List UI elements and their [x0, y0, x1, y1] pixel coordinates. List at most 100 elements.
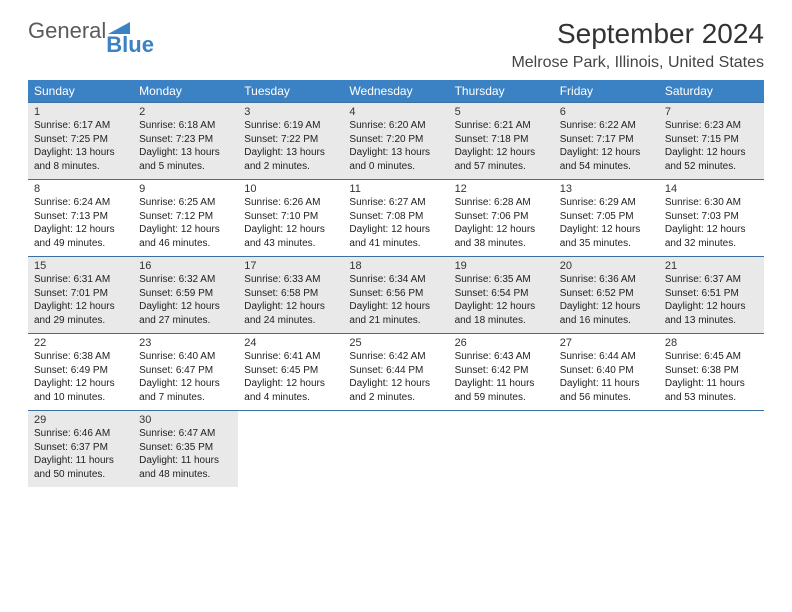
- calendar-cell: 11Sunrise: 6:27 AMSunset: 7:08 PMDayligh…: [343, 180, 448, 257]
- sunrise-line: Sunrise: 6:20 AM: [349, 119, 442, 133]
- sunset-line: Sunset: 6:58 PM: [244, 287, 337, 301]
- day-number: 21: [665, 260, 758, 272]
- day-number: 29: [34, 414, 127, 426]
- day-header: Monday: [133, 80, 238, 103]
- day-number: 30: [139, 414, 232, 426]
- sunset-line: Sunset: 6:59 PM: [139, 287, 232, 301]
- sunrise-line: Sunrise: 6:42 AM: [349, 350, 442, 364]
- calendar-cell: 19Sunrise: 6:35 AMSunset: 6:54 PMDayligh…: [449, 257, 554, 334]
- daylight-line: Daylight: 13 hours and 0 minutes.: [349, 146, 442, 173]
- daylight-line: Daylight: 11 hours and 50 minutes.: [34, 454, 127, 481]
- day-number: 9: [139, 183, 232, 195]
- calendar-cell: [343, 411, 448, 488]
- sunrise-line: Sunrise: 6:25 AM: [139, 196, 232, 210]
- calendar-cell: 22Sunrise: 6:38 AMSunset: 6:49 PMDayligh…: [28, 334, 133, 411]
- sunset-line: Sunset: 6:44 PM: [349, 364, 442, 378]
- calendar-cell: 13Sunrise: 6:29 AMSunset: 7:05 PMDayligh…: [554, 180, 659, 257]
- day-number: 18: [349, 260, 442, 272]
- daylight-line: Daylight: 12 hours and 54 minutes.: [560, 146, 653, 173]
- daylight-line: Daylight: 12 hours and 7 minutes.: [139, 377, 232, 404]
- sunrise-line: Sunrise: 6:38 AM: [34, 350, 127, 364]
- day-number: 1: [34, 106, 127, 118]
- daylight-line: Daylight: 12 hours and 18 minutes.: [455, 300, 548, 327]
- sunrise-line: Sunrise: 6:18 AM: [139, 119, 232, 133]
- sunset-line: Sunset: 7:13 PM: [34, 210, 127, 224]
- day-header: Tuesday: [238, 80, 343, 103]
- sunset-line: Sunset: 7:01 PM: [34, 287, 127, 301]
- calendar-cell: 2Sunrise: 6:18 AMSunset: 7:23 PMDaylight…: [133, 103, 238, 180]
- day-number: 25: [349, 337, 442, 349]
- sunset-line: Sunset: 6:42 PM: [455, 364, 548, 378]
- sunrise-line: Sunrise: 6:27 AM: [349, 196, 442, 210]
- day-number: 13: [560, 183, 653, 195]
- sunrise-line: Sunrise: 6:17 AM: [34, 119, 127, 133]
- daylight-line: Daylight: 13 hours and 2 minutes.: [244, 146, 337, 173]
- day-number: 5: [455, 106, 548, 118]
- sunset-line: Sunset: 7:08 PM: [349, 210, 442, 224]
- daylight-line: Daylight: 12 hours and 13 minutes.: [665, 300, 758, 327]
- sunset-line: Sunset: 7:06 PM: [455, 210, 548, 224]
- sunset-line: Sunset: 6:38 PM: [665, 364, 758, 378]
- sunrise-line: Sunrise: 6:28 AM: [455, 196, 548, 210]
- day-header: Saturday: [659, 80, 764, 103]
- sunset-line: Sunset: 6:49 PM: [34, 364, 127, 378]
- calendar-cell: 30Sunrise: 6:47 AMSunset: 6:35 PMDayligh…: [133, 411, 238, 488]
- sunrise-line: Sunrise: 6:36 AM: [560, 273, 653, 287]
- calendar-cell: 28Sunrise: 6:45 AMSunset: 6:38 PMDayligh…: [659, 334, 764, 411]
- daylight-line: Daylight: 12 hours and 35 minutes.: [560, 223, 653, 250]
- calendar-row: 29Sunrise: 6:46 AMSunset: 6:37 PMDayligh…: [28, 411, 764, 488]
- daylight-line: Daylight: 12 hours and 4 minutes.: [244, 377, 337, 404]
- location-subtitle: Melrose Park, Illinois, United States: [511, 54, 764, 72]
- calendar-cell: 27Sunrise: 6:44 AMSunset: 6:40 PMDayligh…: [554, 334, 659, 411]
- day-number: 2: [139, 106, 232, 118]
- day-header-row: Sunday Monday Tuesday Wednesday Thursday…: [28, 80, 764, 103]
- daylight-line: Daylight: 12 hours and 41 minutes.: [349, 223, 442, 250]
- sunrise-line: Sunrise: 6:24 AM: [34, 196, 127, 210]
- sunrise-line: Sunrise: 6:19 AM: [244, 119, 337, 133]
- sunset-line: Sunset: 7:22 PM: [244, 133, 337, 147]
- day-number: 26: [455, 337, 548, 349]
- page-title: September 2024: [511, 18, 764, 50]
- calendar-cell: [659, 411, 764, 488]
- calendar-row: 22Sunrise: 6:38 AMSunset: 6:49 PMDayligh…: [28, 334, 764, 411]
- sunset-line: Sunset: 7:10 PM: [244, 210, 337, 224]
- day-number: 24: [244, 337, 337, 349]
- daylight-line: Daylight: 13 hours and 5 minutes.: [139, 146, 232, 173]
- calendar-cell: 18Sunrise: 6:34 AMSunset: 6:56 PMDayligh…: [343, 257, 448, 334]
- calendar-cell: 6Sunrise: 6:22 AMSunset: 7:17 PMDaylight…: [554, 103, 659, 180]
- day-number: 6: [560, 106, 653, 118]
- sunrise-line: Sunrise: 6:31 AM: [34, 273, 127, 287]
- calendar-cell: 16Sunrise: 6:32 AMSunset: 6:59 PMDayligh…: [133, 257, 238, 334]
- day-header: Thursday: [449, 80, 554, 103]
- day-number: 14: [665, 183, 758, 195]
- sunrise-line: Sunrise: 6:33 AM: [244, 273, 337, 287]
- day-number: 7: [665, 106, 758, 118]
- day-number: 17: [244, 260, 337, 272]
- daylight-line: Daylight: 11 hours and 59 minutes.: [455, 377, 548, 404]
- calendar-cell: 14Sunrise: 6:30 AMSunset: 7:03 PMDayligh…: [659, 180, 764, 257]
- daylight-line: Daylight: 12 hours and 27 minutes.: [139, 300, 232, 327]
- day-number: 15: [34, 260, 127, 272]
- daylight-line: Daylight: 12 hours and 16 minutes.: [560, 300, 653, 327]
- calendar-cell: 1Sunrise: 6:17 AMSunset: 7:25 PMDaylight…: [28, 103, 133, 180]
- calendar-cell: [238, 411, 343, 488]
- sunset-line: Sunset: 7:05 PM: [560, 210, 653, 224]
- sunrise-line: Sunrise: 6:34 AM: [349, 273, 442, 287]
- daylight-line: Daylight: 12 hours and 46 minutes.: [139, 223, 232, 250]
- calendar-row: 8Sunrise: 6:24 AMSunset: 7:13 PM Daylight…: [28, 180, 764, 257]
- day-number: 28: [665, 337, 758, 349]
- logo-text-1: General: [28, 18, 106, 44]
- sunrise-line: Sunrise: 6:37 AM: [665, 273, 758, 287]
- calendar-cell: 24Sunrise: 6:41 AMSunset: 6:45 PMDayligh…: [238, 334, 343, 411]
- sunrise-line: Sunrise: 6:47 AM: [139, 427, 232, 441]
- sunrise-line: Sunrise: 6:22 AM: [560, 119, 653, 133]
- logo-text-2: Blue: [106, 34, 154, 56]
- day-number: 8: [34, 183, 127, 195]
- calendar-cell: 9Sunrise: 6:25 AMSunset: 7:12 PMDaylight…: [133, 180, 238, 257]
- sunset-line: Sunset: 7:03 PM: [665, 210, 758, 224]
- day-number: 27: [560, 337, 653, 349]
- calendar-row: 15Sunrise: 6:31 AMSunset: 7:01 PM Dayligh…: [28, 257, 764, 334]
- day-number: 4: [349, 106, 442, 118]
- calendar-cell: 4Sunrise: 6:20 AMSunset: 7:20 PMDaylight…: [343, 103, 448, 180]
- sunrise-line: Sunrise: 6:21 AM: [455, 119, 548, 133]
